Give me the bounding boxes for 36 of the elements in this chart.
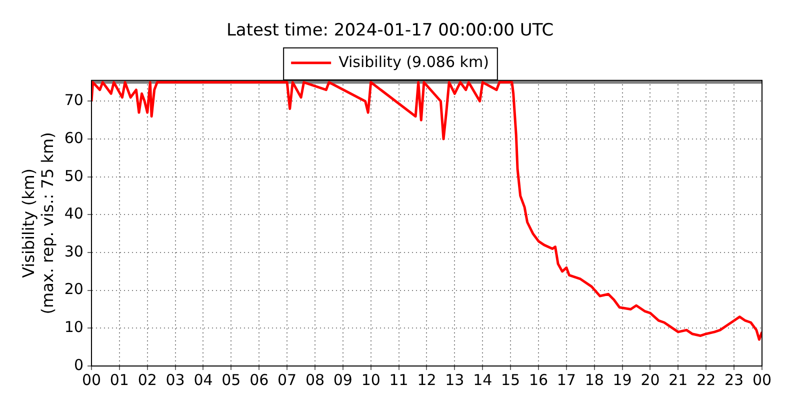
y-tick-label: 10 [64,318,84,336]
y-tick-label: 40 [64,204,84,223]
x-tick-label: 05 [222,370,241,389]
x-tick-label: 07 [278,370,297,389]
y-tick-label: 20 [64,280,84,298]
x-tick-label: 02 [138,370,157,389]
x-tick-label: 16 [528,370,548,389]
x-tick-label: 15 [501,370,520,389]
x-tick-label: 00 [752,370,772,389]
y-tick-label: 30 [64,242,84,260]
y-tick-label: 0 [74,356,84,374]
x-tick-label: 01 [110,370,129,389]
x-tick-label: 11 [389,370,408,389]
x-tick-label: 17 [556,370,576,389]
x-tick-label: 12 [417,370,436,389]
x-tick-label: 06 [250,370,269,389]
y-axis-title: Visibility (km) (max. rep. vis.: 75 km) [18,132,57,314]
x-tick-label: 00 [82,370,102,389]
x-tick-label: 18 [584,370,604,389]
x-tick-label: 14 [473,370,492,389]
x-tick-label: 09 [333,370,352,389]
x-tick-label: 03 [166,370,185,389]
y-tick-label: 70 [64,91,84,110]
x-tick-label: 21 [668,370,688,389]
chart-title: Latest time: 2024-01-17 00:00:00 UTC [226,20,554,41]
x-tick-label: 08 [305,370,325,389]
x-tick-label: 22 [696,370,716,389]
x-tick-label: 20 [640,370,660,389]
y-tick-label: 50 [64,166,84,185]
legend-label: Visibility (9.086 km) [338,52,489,71]
x-tick-label: 23 [724,370,744,389]
x-tick-label: 04 [194,370,213,389]
y-tick-label: 60 [64,128,84,147]
x-tick-label: 19 [612,370,632,389]
x-tick-label: 13 [445,370,464,389]
x-tick-label: 10 [361,370,380,389]
